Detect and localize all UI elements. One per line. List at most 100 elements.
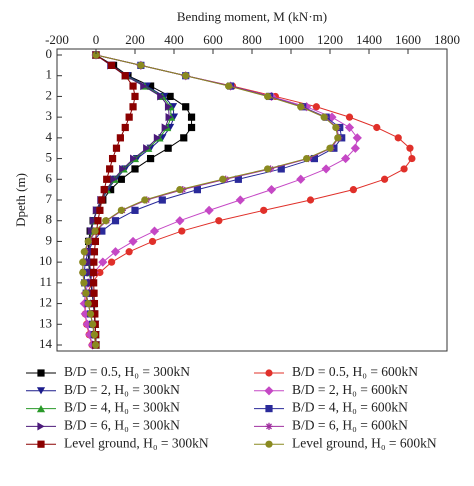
marker xyxy=(219,175,227,183)
marker xyxy=(180,134,188,142)
marker xyxy=(80,279,88,287)
marker xyxy=(297,103,305,111)
marker xyxy=(140,81,148,91)
y-tick-label: 14 xyxy=(39,336,53,351)
y-tick-label: 10 xyxy=(39,253,52,268)
marker xyxy=(303,154,311,163)
series-line xyxy=(83,54,343,346)
marker xyxy=(119,164,127,174)
series-line xyxy=(83,54,358,346)
marker xyxy=(334,134,342,142)
marker xyxy=(80,248,88,256)
y-tick-label: 1 xyxy=(46,67,53,82)
x-tick-label: 1600 xyxy=(395,32,421,47)
marker xyxy=(175,216,185,226)
marker xyxy=(121,72,129,80)
marker xyxy=(84,299,92,308)
series-line xyxy=(82,54,339,346)
marker xyxy=(296,174,306,184)
legend-label: B/D = 6, H₀ = 600kN xyxy=(292,417,408,432)
marker xyxy=(82,289,90,297)
marker xyxy=(264,92,272,101)
marker xyxy=(90,331,99,339)
marker xyxy=(37,440,45,448)
y-tick-label: 9 xyxy=(46,232,53,247)
marker xyxy=(96,268,104,277)
marker xyxy=(265,405,273,413)
marker xyxy=(406,144,414,152)
legend-label: B/D = 2, H₀ = 300kN xyxy=(64,382,180,397)
marker xyxy=(182,72,190,80)
marker xyxy=(110,247,121,257)
series xyxy=(79,50,362,350)
marker xyxy=(87,226,95,236)
series-line xyxy=(82,54,340,346)
marker xyxy=(306,196,315,204)
marker xyxy=(153,133,162,142)
marker xyxy=(90,289,98,297)
marker xyxy=(86,258,94,267)
legend: B/D = 0.5, H₀ = 300kN B/D = 0.5, H₀ = 600… xyxy=(26,364,437,450)
marker xyxy=(143,144,151,153)
marker xyxy=(36,387,46,395)
marker xyxy=(91,237,100,246)
marker xyxy=(116,134,124,142)
marker xyxy=(36,405,46,413)
marker xyxy=(117,175,125,183)
marker xyxy=(193,186,201,194)
series xyxy=(79,51,342,349)
marker xyxy=(264,165,272,173)
marker xyxy=(235,195,245,205)
marker xyxy=(98,257,108,267)
marker xyxy=(178,227,186,235)
marker xyxy=(125,248,133,256)
x-tick-label: 1400 xyxy=(356,32,382,47)
x-tick-label: 800 xyxy=(242,32,262,47)
marker xyxy=(137,61,145,69)
marker xyxy=(341,153,351,164)
marker xyxy=(108,61,116,69)
marker xyxy=(302,102,312,112)
marker xyxy=(166,92,174,101)
marker xyxy=(161,123,169,132)
marker xyxy=(225,82,233,90)
legend-label: B/D = 0.5, H₀ = 600kN xyxy=(292,364,418,379)
marker xyxy=(89,216,98,225)
y-tick-label: 2 xyxy=(46,87,53,102)
marker xyxy=(92,51,100,59)
marker xyxy=(264,386,274,396)
marker xyxy=(129,82,137,90)
marker xyxy=(332,123,340,132)
marker xyxy=(108,154,117,163)
marker xyxy=(102,217,110,225)
marker xyxy=(103,175,111,183)
marker xyxy=(79,258,87,266)
marker xyxy=(90,268,98,277)
marker xyxy=(265,422,273,430)
marker xyxy=(98,227,106,235)
marker xyxy=(129,103,137,111)
y-axis-label: Dpeth (m) xyxy=(13,173,28,227)
marker xyxy=(111,217,120,225)
marker xyxy=(131,165,139,173)
legend-label: B/D = 4, H₀ = 600kN xyxy=(292,400,408,415)
marker xyxy=(121,123,129,132)
y-tick-label: 4 xyxy=(46,129,53,144)
x-tick-label: 400 xyxy=(164,32,184,47)
marker xyxy=(149,226,160,236)
marker xyxy=(92,341,100,349)
y-tick-label: 12 xyxy=(39,295,52,310)
marker xyxy=(108,258,116,266)
marker xyxy=(90,279,98,287)
marker xyxy=(91,227,99,235)
marker xyxy=(90,248,99,256)
marker xyxy=(130,154,138,163)
marker xyxy=(96,206,104,214)
marker xyxy=(131,92,139,101)
marker xyxy=(158,196,166,204)
marker xyxy=(310,154,318,163)
marker xyxy=(344,122,355,133)
x-tick-label: 200 xyxy=(125,32,145,47)
marker xyxy=(352,133,362,143)
